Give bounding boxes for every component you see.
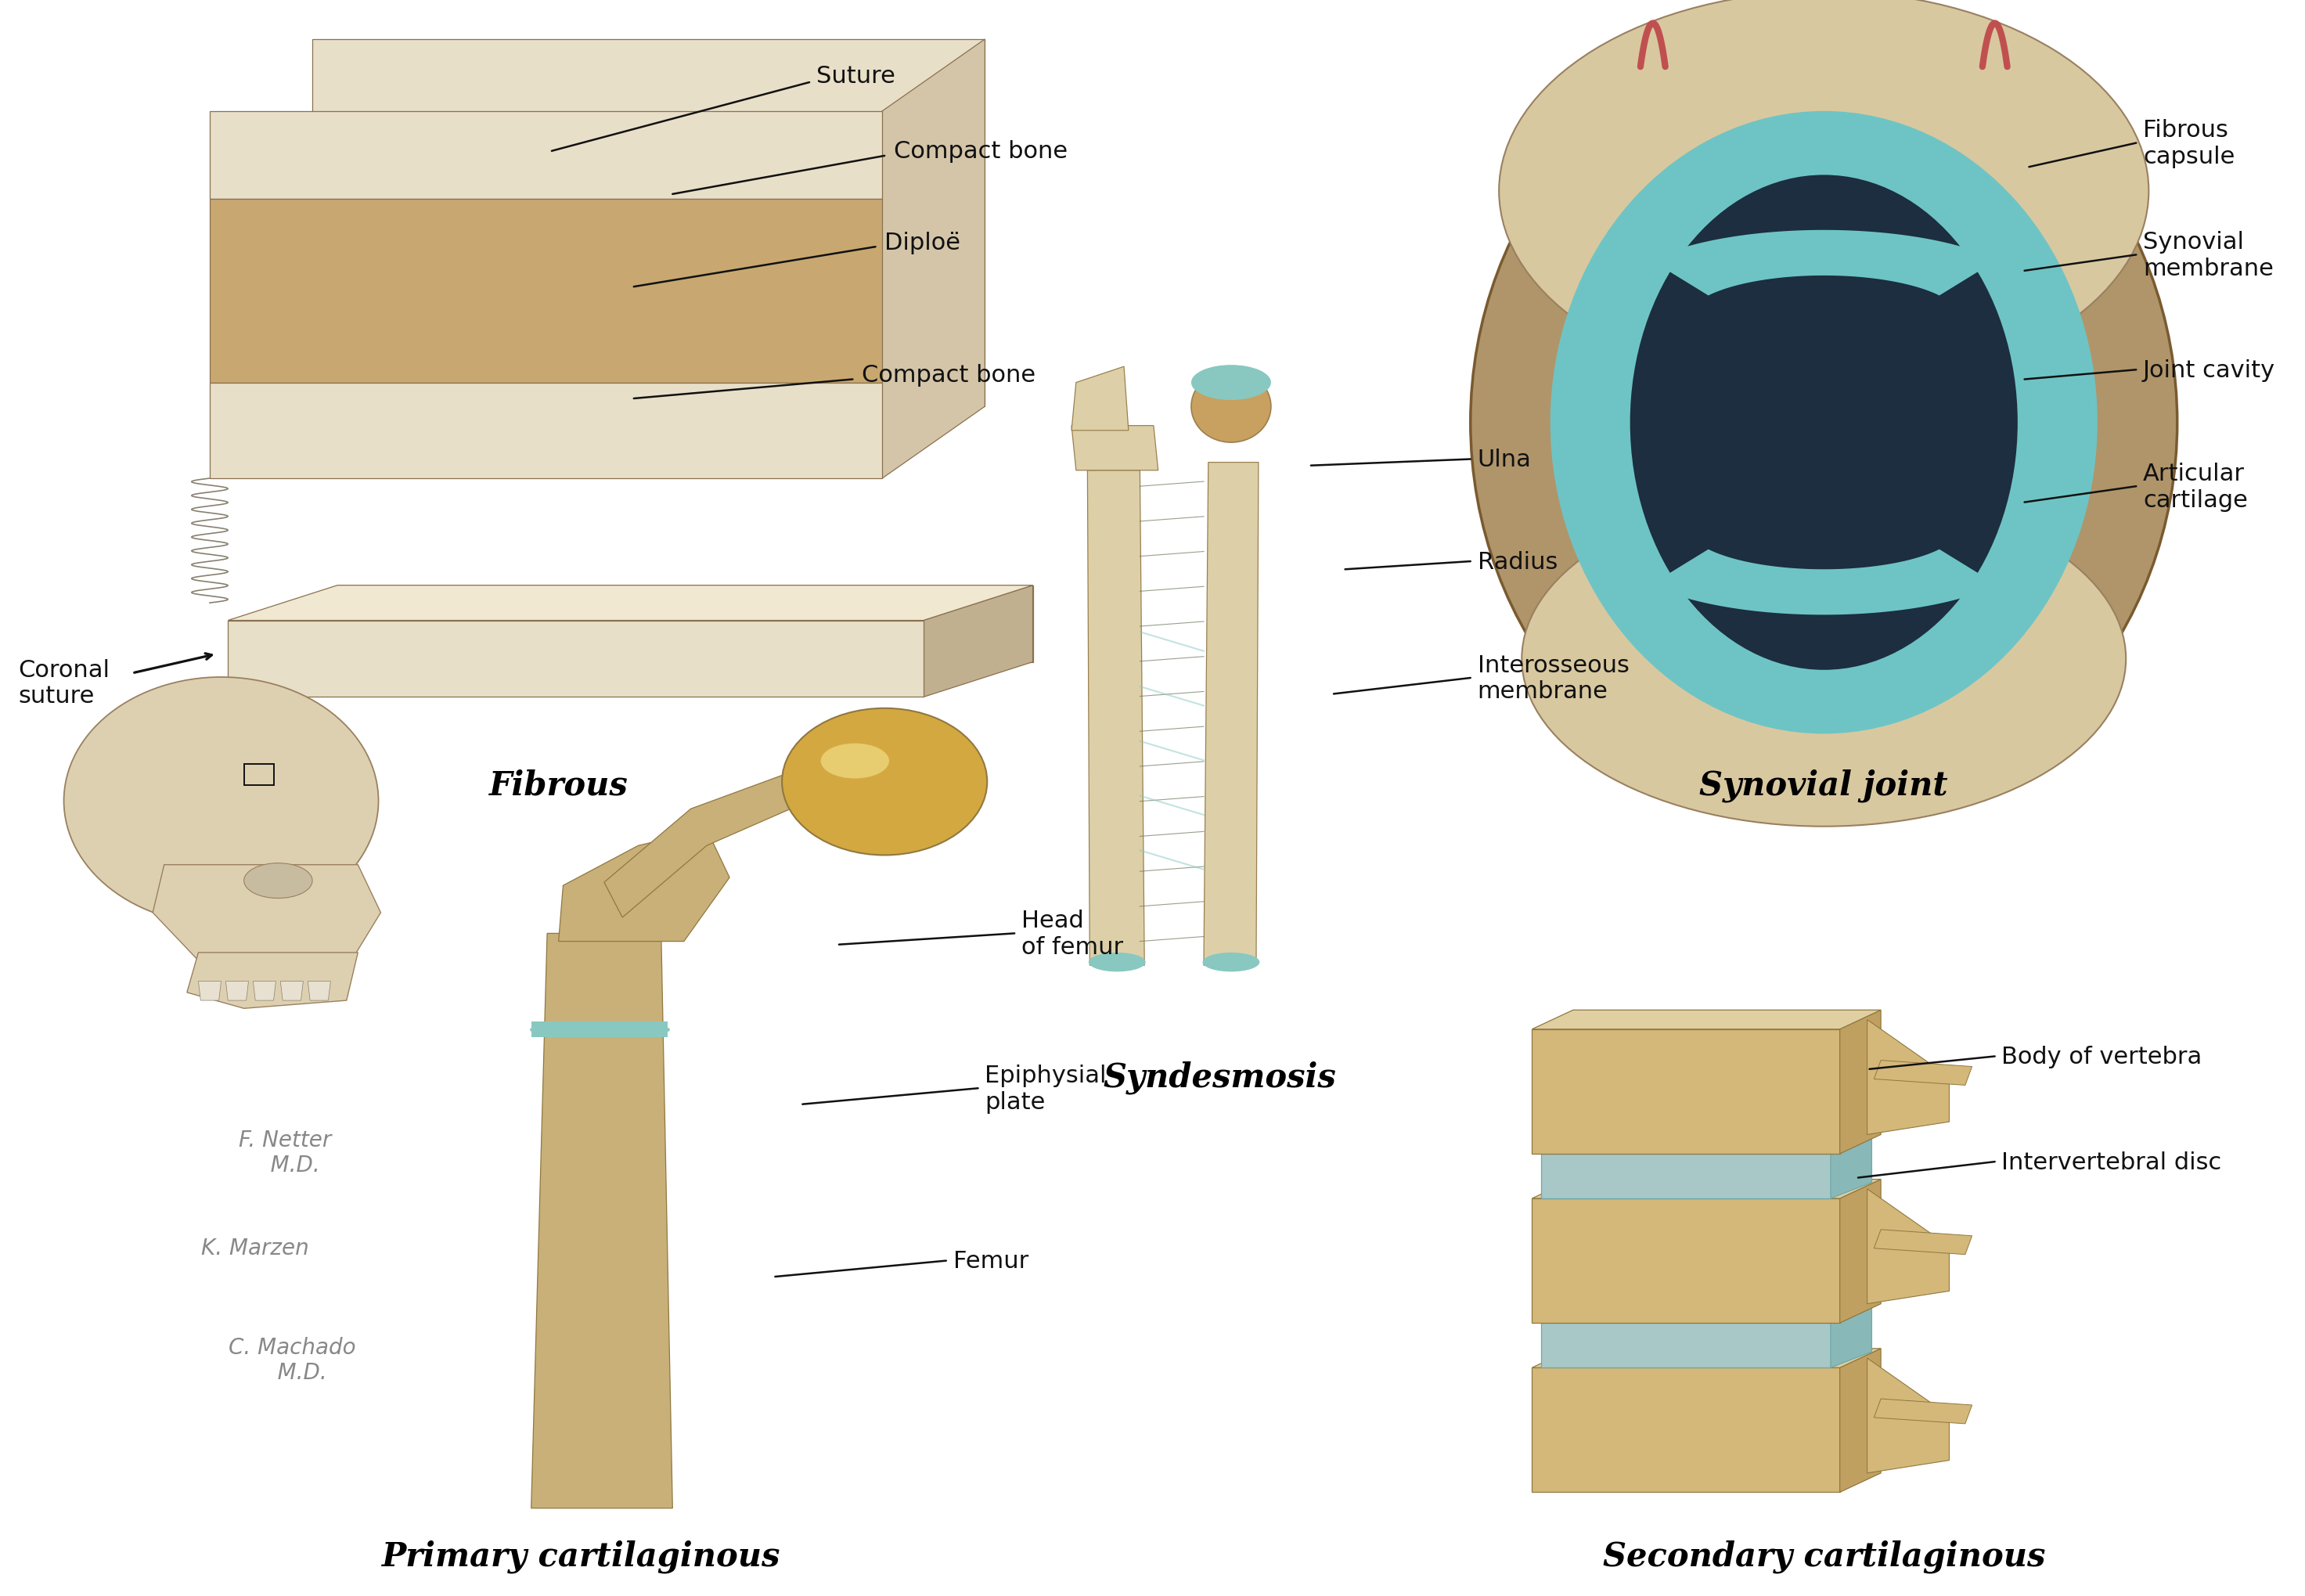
Ellipse shape	[1192, 365, 1270, 401]
Text: Compact bone: Compact bone	[862, 364, 1035, 386]
Polygon shape	[313, 40, 984, 128]
Polygon shape	[1542, 1154, 1830, 1199]
Polygon shape	[1830, 1138, 1872, 1199]
Polygon shape	[1072, 426, 1157, 471]
Ellipse shape	[1498, 0, 2148, 391]
Polygon shape	[1874, 1398, 1973, 1424]
Polygon shape	[1088, 471, 1146, 966]
Text: Joint cavity: Joint cavity	[2144, 359, 2275, 381]
Text: Head
of femur: Head of femur	[1021, 910, 1123, 958]
Polygon shape	[281, 982, 304, 1001]
Polygon shape	[1839, 1010, 1881, 1154]
Text: C. Machado
   M.D.: C. Machado M.D.	[228, 1336, 355, 1384]
Polygon shape	[309, 982, 330, 1001]
Text: Secondary cartilaginous: Secondary cartilaginous	[1602, 1540, 2045, 1572]
Text: Body of vertebra: Body of vertebra	[2001, 1045, 2201, 1068]
Ellipse shape	[1192, 370, 1270, 444]
Polygon shape	[1533, 1368, 1839, 1492]
Polygon shape	[210, 112, 883, 200]
Text: Femur: Femur	[952, 1250, 1028, 1272]
Text: Radius: Radius	[1478, 551, 1558, 573]
Text: Diploë: Diploë	[885, 231, 961, 254]
Polygon shape	[1839, 1179, 1881, 1323]
Polygon shape	[1874, 1060, 1973, 1085]
Text: Ulna: Ulna	[1478, 448, 1531, 471]
Ellipse shape	[1521, 492, 2125, 827]
Text: Coronal
suture: Coronal suture	[18, 659, 111, 707]
Polygon shape	[1533, 1029, 1839, 1154]
Ellipse shape	[1203, 953, 1259, 972]
Polygon shape	[558, 830, 731, 942]
Ellipse shape	[781, 709, 987, 855]
Text: Epiphysial
plate: Epiphysial plate	[984, 1065, 1106, 1112]
Ellipse shape	[1471, 32, 2178, 814]
Ellipse shape	[1551, 112, 2098, 734]
Polygon shape	[1874, 1231, 1973, 1254]
Polygon shape	[1072, 367, 1129, 431]
Text: K. Marzen: K. Marzen	[201, 1237, 309, 1259]
Polygon shape	[1533, 1199, 1839, 1323]
Ellipse shape	[821, 744, 890, 779]
Polygon shape	[254, 982, 277, 1001]
Polygon shape	[530, 934, 673, 1508]
Text: Suture: Suture	[816, 65, 894, 88]
Polygon shape	[1839, 1349, 1881, 1492]
Text: Synovial
membrane: Synovial membrane	[2144, 231, 2273, 279]
Text: Intervertebral disc: Intervertebral disc	[2001, 1151, 2222, 1173]
Polygon shape	[1533, 1179, 1881, 1199]
Polygon shape	[152, 865, 380, 985]
Text: Primary cartilaginous: Primary cartilaginous	[383, 1540, 781, 1572]
Polygon shape	[228, 586, 1033, 621]
Text: Interosseous
membrane: Interosseous membrane	[1478, 654, 1630, 702]
Text: Articular
cartilage: Articular cartilage	[2144, 463, 2247, 511]
Polygon shape	[1533, 1349, 1881, 1368]
Polygon shape	[228, 621, 924, 697]
Text: Fibrous: Fibrous	[489, 769, 629, 801]
Polygon shape	[210, 200, 883, 383]
Polygon shape	[1203, 463, 1259, 966]
Polygon shape	[187, 953, 357, 1009]
Polygon shape	[924, 586, 1033, 697]
Polygon shape	[198, 982, 221, 1001]
Polygon shape	[530, 1021, 668, 1037]
Polygon shape	[313, 311, 984, 407]
Polygon shape	[1867, 1358, 1950, 1473]
Polygon shape	[313, 128, 984, 311]
Text: Fibrous
capsule: Fibrous capsule	[2144, 120, 2236, 168]
Polygon shape	[604, 774, 798, 918]
Polygon shape	[1867, 1189, 1950, 1304]
Polygon shape	[337, 586, 1033, 662]
Polygon shape	[1830, 1307, 1872, 1368]
Polygon shape	[883, 40, 984, 479]
Ellipse shape	[1088, 953, 1146, 972]
Text: Synovial joint: Synovial joint	[1699, 769, 1948, 801]
Ellipse shape	[244, 863, 313, 899]
Text: Compact bone: Compact bone	[894, 140, 1067, 163]
Ellipse shape	[1630, 176, 2017, 670]
Polygon shape	[210, 383, 883, 479]
Polygon shape	[1650, 231, 1996, 297]
Text: Syndesmosis: Syndesmosis	[1104, 1061, 1337, 1093]
Ellipse shape	[65, 677, 378, 926]
Polygon shape	[1650, 549, 1996, 614]
Polygon shape	[1533, 1010, 1881, 1029]
Polygon shape	[226, 982, 249, 1001]
Polygon shape	[1542, 1323, 1830, 1368]
Text: F. Netter
   M.D.: F. Netter M.D.	[240, 1128, 332, 1176]
Polygon shape	[1867, 1020, 1950, 1135]
